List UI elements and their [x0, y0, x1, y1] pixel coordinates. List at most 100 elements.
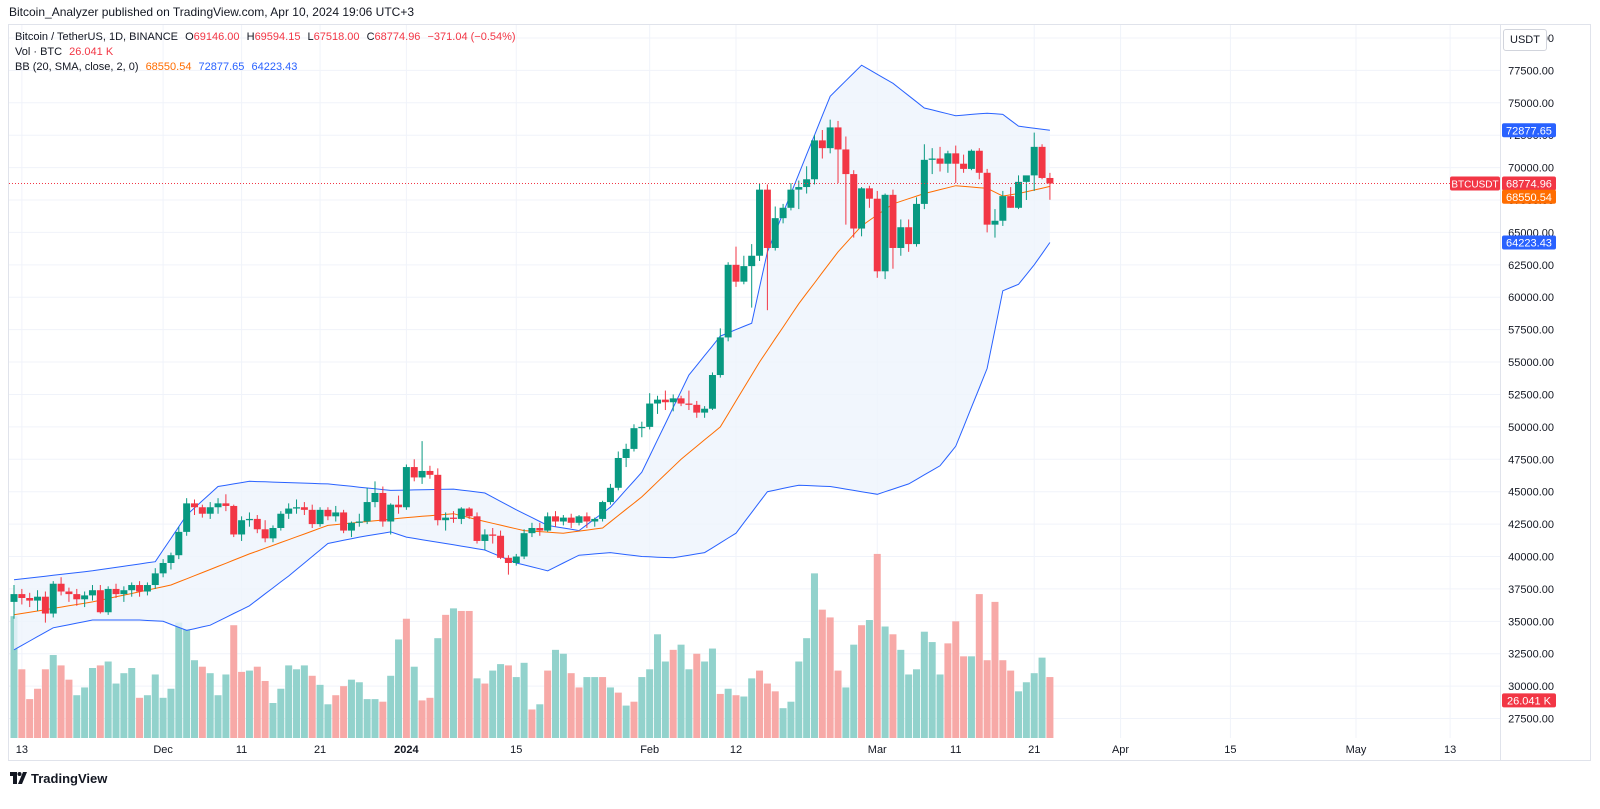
candle-body — [897, 227, 905, 248]
volume-bar — [889, 634, 897, 738]
volume-bar — [65, 679, 73, 738]
candle-body — [983, 172, 991, 225]
volume-bar — [1046, 677, 1054, 738]
volume-bar — [136, 697, 144, 738]
candle — [277, 511, 285, 531]
candle-body — [183, 503, 191, 532]
volume-bar — [473, 678, 481, 738]
candle — [198, 504, 206, 518]
candle — [253, 515, 261, 534]
price-tick-label: 32500.00 — [1508, 649, 1554, 661]
candle — [740, 255, 748, 285]
time-axis-label: 11 — [950, 744, 961, 756]
candle-body — [1015, 181, 1023, 208]
time-axis-label: 12 — [730, 744, 742, 756]
candle — [677, 395, 685, 407]
candle — [112, 583, 120, 598]
volume-bar — [57, 665, 65, 738]
candle — [191, 499, 198, 516]
symbol-legend[interactable]: Bitcoin / TetherUS, 1D, BINANCE O69146.0… — [15, 31, 520, 43]
candle-body — [136, 585, 144, 592]
candle-body — [120, 590, 128, 595]
volume-bar — [630, 701, 638, 738]
candle-body — [497, 535, 505, 558]
volume-bar — [324, 704, 332, 738]
candle-body — [489, 534, 497, 536]
candle-body — [332, 512, 340, 517]
candle — [449, 511, 457, 523]
candle-body — [881, 194, 889, 272]
ohlc-open-label: O — [185, 31, 194, 43]
bb-basis-badge: 68550.54 — [1506, 192, 1552, 204]
symbol-name: Bitcoin / TetherUS, 1D, BINANCE — [15, 31, 179, 43]
candle — [748, 244, 756, 308]
candle — [418, 441, 426, 484]
candle-body — [677, 398, 685, 404]
volume-bar — [865, 620, 873, 738]
tradingview-logo[interactable]: TradingView — [10, 770, 107, 786]
price-tick-label: 60000.00 — [1508, 292, 1554, 304]
candle — [889, 189, 897, 269]
bb-basis-value: 68550.54 — [145, 61, 192, 73]
volume-bar — [434, 638, 442, 738]
candle — [622, 443, 630, 468]
volume-bar — [465, 610, 473, 738]
volume-bar — [834, 670, 842, 738]
volume-bar — [1030, 673, 1038, 738]
candle-body — [504, 557, 512, 563]
volume-bar — [583, 677, 591, 738]
candle-body — [465, 508, 473, 517]
candle-body — [865, 188, 873, 199]
time-axis-label: 21 — [1028, 744, 1040, 756]
candle-body — [285, 508, 293, 514]
volume-bar — [732, 695, 740, 738]
volume-bar — [120, 673, 128, 738]
candle-body — [363, 502, 371, 522]
volume-bar — [967, 656, 975, 738]
candle — [96, 585, 104, 614]
candle-body — [206, 507, 214, 514]
candle — [371, 481, 379, 508]
candle — [983, 168, 991, 233]
volume-bar — [544, 670, 552, 738]
volume-bar — [128, 667, 136, 738]
volume-badge-bg — [1502, 693, 1556, 708]
volume-bar — [591, 677, 599, 738]
candle-body — [905, 227, 913, 245]
candle — [308, 504, 316, 528]
volume-bar — [795, 661, 803, 738]
candle-body — [410, 467, 418, 478]
volume-bar — [716, 693, 724, 738]
volume-bar — [49, 655, 57, 738]
candle — [920, 144, 928, 210]
bb-legend[interactable]: BB (20, SMA, close, 2, 0) 68550.54 72877… — [15, 61, 301, 73]
candle-body — [300, 507, 308, 510]
candle-body — [387, 504, 395, 522]
time-axis-label: May — [1346, 744, 1367, 756]
volume-bar — [528, 709, 536, 738]
candle-body — [347, 522, 355, 531]
volume-legend[interactable]: Vol · BTC 26.041 K — [15, 46, 117, 58]
candle-body — [724, 264, 732, 338]
candle — [1022, 175, 1030, 201]
candle-body — [395, 504, 403, 508]
candle-body — [873, 198, 881, 272]
candle-body — [646, 403, 654, 427]
volume-bar — [810, 573, 818, 738]
candle — [850, 170, 858, 238]
volume-bar — [708, 648, 716, 738]
candle-body — [795, 187, 803, 190]
volume-bar — [191, 660, 198, 738]
price-tick-label: 62500.00 — [1508, 260, 1554, 272]
volume-bar — [693, 653, 701, 738]
candle — [999, 190, 1007, 226]
candle-body — [528, 527, 536, 534]
candle-body — [245, 518, 253, 521]
volume-bar — [599, 677, 607, 738]
candle — [481, 529, 489, 551]
candle-body — [936, 158, 944, 164]
candle-body — [198, 507, 206, 514]
candle — [905, 219, 913, 252]
currency-unit-button[interactable]: USDT — [1503, 29, 1547, 51]
